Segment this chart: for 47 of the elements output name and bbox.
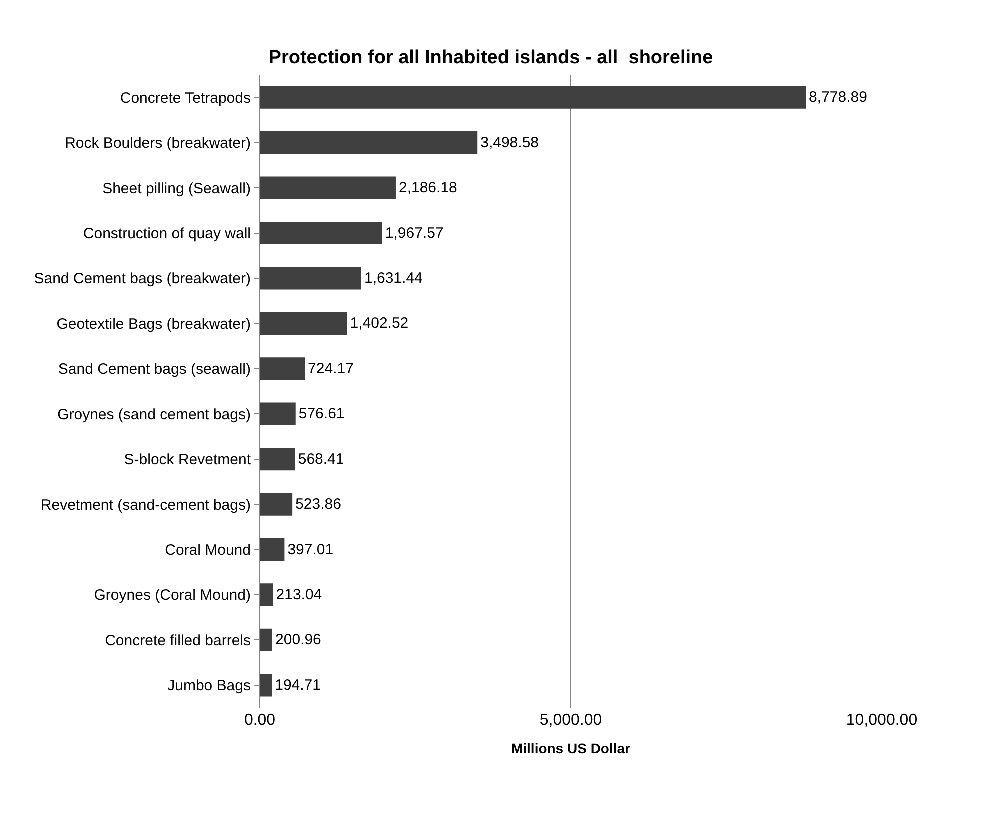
data-label: 523.86 <box>296 496 342 514</box>
data-label: 724.17 <box>308 360 354 378</box>
bar <box>260 448 296 471</box>
data-label: 397.01 <box>288 541 334 558</box>
data-label: 568.41 <box>298 450 344 468</box>
y-tick-label: Sand Cement bags (seawall) <box>58 361 251 378</box>
y-tick-label: Concrete filled barrels <box>105 632 251 650</box>
y-tick-label: Revetment (sand-cement bags) <box>40 496 251 514</box>
bar <box>260 402 296 426</box>
x-tick-label: 10,000.00 <box>846 712 918 729</box>
y-tick-label: Jumbo Bags <box>168 678 251 695</box>
bar <box>260 538 285 562</box>
bar <box>260 222 382 245</box>
data-label: 194.71 <box>275 676 321 694</box>
data-label: 1,402.52 <box>350 315 409 332</box>
y-tick-label: S-block Revetment <box>124 452 252 469</box>
y-tick-label: Groynes (Coral Mound) <box>94 587 251 604</box>
bar <box>260 267 362 290</box>
y-tick-label: Sheet pilling (Seawall) <box>102 180 251 198</box>
x-axis-title: Millions US Dollar <box>511 740 632 756</box>
y-tick-label: Groynes (sand cement bags) <box>58 406 251 424</box>
data-label: 3,498.58 <box>480 134 539 152</box>
data-label: 1,631.44 <box>364 270 423 287</box>
bar <box>260 176 396 200</box>
data-label: 8,778.89 <box>809 89 868 106</box>
data-label: 213.04 <box>276 586 322 604</box>
y-tick-label: Concrete Tetrapods <box>120 90 251 107</box>
bar <box>260 493 293 516</box>
x-tick-label: 0.00 <box>244 712 276 729</box>
data-label: 2,186.18 <box>398 180 458 197</box>
bar <box>260 86 806 109</box>
data-label: 200.96 <box>276 632 322 649</box>
y-tick-label: Geotextile Bags (breakwater) <box>56 316 251 333</box>
bar <box>260 132 478 154</box>
chart-title: Protection for all Inhabited islands - all shoreline <box>268 48 714 69</box>
bar <box>260 584 274 606</box>
y-tick-label: Coral Mound <box>165 542 251 559</box>
y-tick-label: Construction of quay wall <box>83 226 251 242</box>
y-tick-label: Rock Boulders (breakwater) <box>65 135 251 152</box>
x-tick-label: 5,000.00 <box>540 712 602 729</box>
data-label: 1,967.57 <box>385 224 444 242</box>
bar <box>260 628 272 652</box>
bar <box>260 674 272 697</box>
bar <box>260 358 306 380</box>
bar <box>260 312 348 335</box>
y-tick-label: Sand Cement bags (breakwater) <box>34 270 251 288</box>
data-label: 576.61 <box>298 406 345 423</box>
